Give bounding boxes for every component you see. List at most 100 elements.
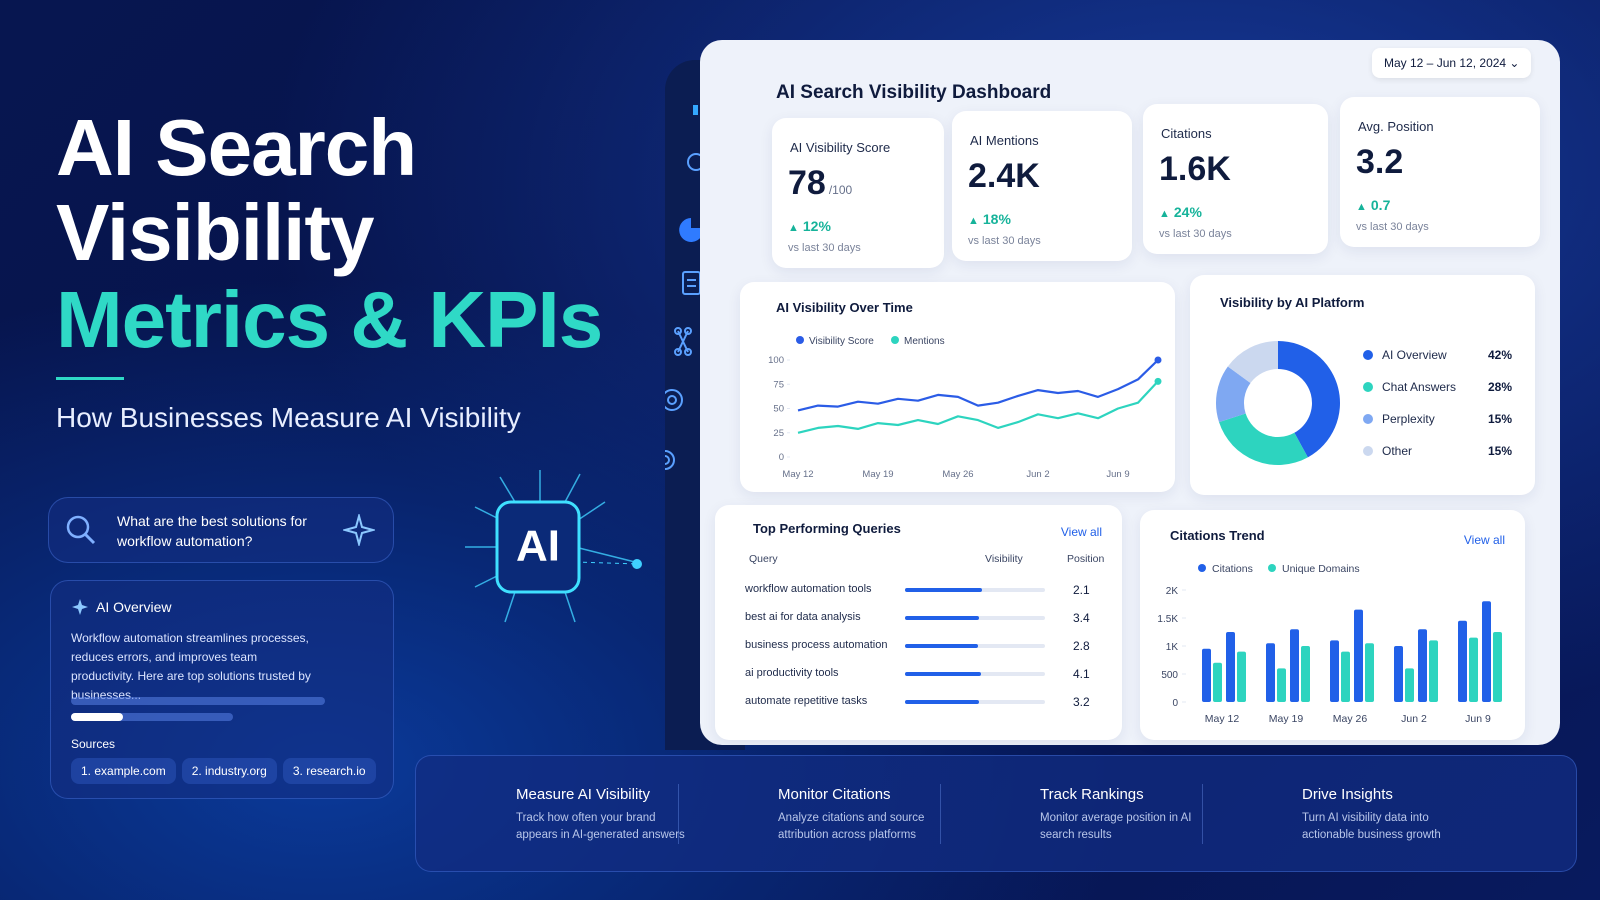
divider <box>940 784 941 844</box>
date-picker[interactable]: May 12 – Jun 12, 2024 ⌄ <box>1372 48 1532 78</box>
hero-subtitle: How Businesses Measure AI Visibility <box>56 402 521 433</box>
bar <box>1341 651 1350 702</box>
bar <box>1458 620 1467 702</box>
x-tick-label: May 19 <box>1269 713 1304 725</box>
feature-text: Monitor average position in AI search re… <box>1040 812 1192 842</box>
placeholder-bar <box>71 713 233 721</box>
visibility-track <box>905 672 1045 676</box>
kpi-change-row: ▲ 24% <box>1159 204 1202 220</box>
legend-label: Unique Domains <box>1282 563 1360 575</box>
query-text: best ai for data analysis <box>745 611 861 623</box>
bar <box>1202 648 1211 702</box>
y-tick-label: 500 <box>1161 670 1178 681</box>
legend-label: Citations <box>1212 563 1253 575</box>
feature-title: Monitor Citations <box>778 786 891 803</box>
bar <box>1394 646 1403 702</box>
legend-label: Visibility Score <box>809 336 874 347</box>
legend-dot <box>1363 350 1373 360</box>
visibility-bar <box>905 588 982 592</box>
kpi-value: 78 <box>788 164 826 202</box>
bar <box>1493 632 1502 702</box>
legend-label: Other <box>1382 444 1412 458</box>
y-tick-label: 50 <box>773 404 784 415</box>
kpi-change: 0.7 <box>1370 197 1391 213</box>
y-tick-label: 1K <box>1166 642 1179 653</box>
kpi-value: 3.2 <box>1356 143 1404 181</box>
legend-label: Perplexity <box>1382 412 1435 426</box>
divider <box>678 784 679 844</box>
kpi-unit: /100 <box>828 183 853 197</box>
kpi-card: Citations 1.6K ▲ 24% vs last 30 days <box>1143 104 1328 254</box>
hero-title-line: Visibility <box>56 188 375 277</box>
search-box[interactable]: What are the best solutions for workflow… <box>48 497 394 563</box>
overview-text: Workflow automation streamlines processe… <box>71 631 311 702</box>
hero-title-line: AI Search <box>56 103 417 192</box>
view-all-link[interactable]: View all <box>1060 525 1102 539</box>
legend-dot <box>1363 446 1373 456</box>
kpi-note: vs last 30 days <box>1159 228 1232 240</box>
visibility-track <box>905 644 1045 648</box>
feature-text: Turn AI visibility data into actionable … <box>1302 812 1441 842</box>
bar <box>1365 643 1374 702</box>
position-value: 4.1 <box>1073 667 1090 681</box>
x-tick-label: Jun 2 <box>1401 713 1427 725</box>
source-chip[interactable]: 2. industry.org <box>181 758 277 784</box>
legend-dot <box>1363 382 1373 392</box>
kpi-label: Avg. Position <box>1358 119 1434 134</box>
visibility-track <box>905 700 1045 704</box>
platform-card: Visibility by AI Platform AI Overview 42% C… <box>1190 275 1535 495</box>
search-query: What are the best solutions for workflow… <box>117 513 307 549</box>
bar <box>1418 629 1427 702</box>
source-chip[interactable]: 3. research.io <box>282 758 376 784</box>
kpi-value: 2.4K <box>968 157 1040 195</box>
line-series <box>797 359 1159 412</box>
value-label: 28% <box>1488 380 1512 394</box>
visibility-bar <box>905 700 980 704</box>
visibility-bar <box>905 644 978 648</box>
sparkle-icon <box>72 599 88 615</box>
date-range: May 12 – Jun 12, 2024 <box>1384 56 1507 70</box>
bar <box>1482 601 1491 702</box>
source-chip[interactable]: 1. example.com <box>71 758 176 784</box>
bar <box>1226 632 1235 702</box>
x-tick-label: Jun 2 <box>1026 469 1049 480</box>
accent-line <box>56 377 124 380</box>
view-all-link[interactable]: View all <box>1464 533 1505 547</box>
sparkle-icon <box>343 514 375 546</box>
kpi-card: AI Mentions 2.4K ▲ 18% vs last 30 days <box>952 111 1132 261</box>
up-arrow: ▲ <box>788 222 799 234</box>
placeholder-bar <box>71 697 325 705</box>
position-value: 3.2 <box>1073 695 1090 709</box>
kpi-change: 24% <box>1173 204 1202 220</box>
kpi-row-value: 2.4K <box>968 157 1040 196</box>
line-chart: AI Visibility Over Time Visibility Score M… <box>768 300 1162 480</box>
feature-strip: Measure AI Visibility Track how often you… <box>415 755 1577 872</box>
value-label: 42% <box>1488 348 1512 362</box>
legend-dot <box>796 336 804 344</box>
kpi-label: Citations <box>1161 126 1212 141</box>
sources-list: 1. example.com 2. industry.org 3. research… <box>71 758 382 784</box>
legend-label: Mentions <box>904 336 945 347</box>
table-header: Query <box>749 553 778 565</box>
x-tick-label: Jun 9 <box>1106 469 1129 480</box>
donut-slice <box>1227 341 1278 384</box>
bar <box>1330 640 1339 702</box>
x-tick-label: May 19 <box>862 469 893 480</box>
card-title: AI Visibility Over Time <box>776 300 913 315</box>
card-title: Citations Trend <box>1170 528 1265 543</box>
query-text: ai productivity tools <box>745 667 839 679</box>
dashboard-title: AI Search Visibility Dashboard <box>776 82 1052 103</box>
bar <box>1354 609 1363 702</box>
ai-chip-graphic: AI <box>465 470 642 623</box>
legend-dot <box>891 336 899 344</box>
line-end-point <box>1154 356 1162 364</box>
bar <box>1237 651 1246 702</box>
dashboard: AI Search Visibility Dashboard May 12 – … <box>700 40 1560 745</box>
kpi-change-row: ▲ 18% <box>968 211 1011 227</box>
x-tick-label: May 26 <box>942 469 973 480</box>
donut-slice <box>1278 341 1340 458</box>
bar <box>1429 640 1438 702</box>
overview-title: AI Overview <box>96 599 172 615</box>
legend-dot <box>1363 414 1373 424</box>
visibility-track <box>905 616 1045 620</box>
